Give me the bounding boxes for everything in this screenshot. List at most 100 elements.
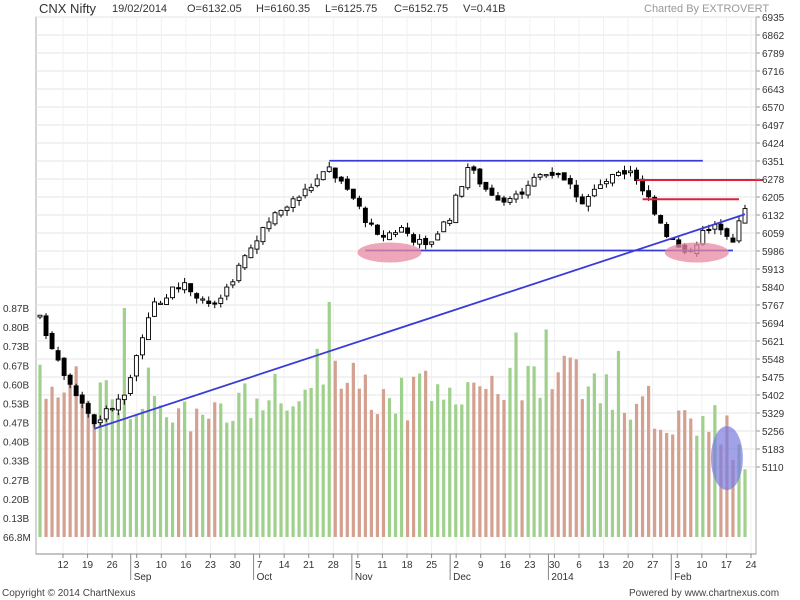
volume-bar	[170, 422, 175, 537]
day-tick-label: 2	[453, 560, 459, 571]
volume-bar	[381, 389, 386, 537]
candle-body	[362, 207, 368, 223]
candle-body	[597, 184, 603, 189]
price-tick-label: 6570	[762, 103, 785, 114]
candle-body	[573, 184, 579, 198]
volume-bar	[743, 469, 747, 537]
price-tick-label: 5402	[762, 391, 785, 402]
price-tick-label: 6643	[762, 85, 785, 96]
candle-body	[609, 174, 615, 184]
price-tick-label: 5183	[762, 445, 785, 456]
candle-body	[453, 194, 459, 224]
candle-body	[350, 188, 356, 199]
candle-body	[158, 302, 163, 305]
volume-bar	[357, 388, 361, 537]
candle-body	[127, 377, 133, 395]
day-tick-label: 5	[355, 560, 361, 571]
candle-body	[658, 215, 664, 224]
candle-body	[284, 206, 290, 212]
volume-bar	[140, 408, 145, 537]
volume-bar	[62, 392, 66, 537]
volume-bar	[189, 431, 193, 537]
volume-bar	[146, 367, 151, 537]
volume-bar	[622, 412, 627, 537]
candle-body	[585, 196, 591, 207]
volume-tick-label: 0.67B	[3, 361, 29, 372]
price-tick-label: 5621	[762, 337, 785, 348]
candle-body	[591, 188, 597, 197]
day-tick-label: 10	[156, 560, 168, 571]
month-label: 2014	[551, 572, 574, 583]
volume-tick-label: 0.53B	[3, 399, 29, 410]
candle-body	[344, 178, 350, 190]
volume-bar	[466, 382, 470, 537]
volume-bar	[502, 399, 506, 537]
candle-body	[465, 167, 471, 189]
volume-label: V=0.41B	[463, 3, 506, 15]
candle-body	[79, 394, 85, 404]
volume-bar	[430, 401, 434, 537]
volume-bar	[442, 399, 446, 537]
volume-bar	[598, 403, 602, 537]
candle-body	[519, 191, 525, 195]
volume-bar	[418, 373, 422, 537]
volume-bar	[701, 416, 705, 537]
price-highlight-ellipse	[357, 242, 422, 263]
price-tick-label: 5548	[762, 355, 785, 366]
volume-bar	[610, 409, 615, 537]
volume-bar	[532, 366, 536, 537]
candle-body	[109, 408, 115, 411]
symbol-label: CNX Nifty	[39, 1, 97, 16]
candle-body	[567, 178, 573, 185]
volume-bar	[297, 401, 301, 537]
day-tick-label: 16	[500, 560, 512, 571]
volume-bar	[689, 418, 693, 537]
candle-body	[170, 286, 176, 299]
candle-body	[356, 197, 362, 207]
day-tick-label: 17	[721, 560, 733, 571]
candle-body	[724, 228, 730, 237]
candle-body	[525, 184, 531, 196]
volume-bar	[327, 301, 331, 537]
volume-bar	[273, 373, 277, 537]
volume-tick-label: 0.40B	[3, 438, 29, 449]
copyright-label: Copyright © 2014 ChartNexus	[2, 588, 136, 599]
candle-body	[634, 169, 639, 181]
volume-bar	[86, 400, 90, 537]
volume-bar	[333, 360, 337, 537]
candle-body	[296, 196, 302, 201]
candle-body	[320, 171, 326, 181]
volume-bar	[104, 380, 108, 537]
volume-bar	[719, 444, 723, 537]
volume-bar	[291, 406, 295, 537]
volume-bar	[158, 405, 163, 537]
volume-bar	[363, 374, 367, 537]
candle-body	[272, 212, 278, 225]
candle-body	[290, 198, 296, 209]
candle-body	[368, 222, 374, 225]
candle-body	[338, 176, 344, 182]
volume-bar	[448, 387, 452, 537]
candle-body	[664, 224, 670, 237]
volume-bar	[237, 392, 241, 537]
powered-by-label: Powered by www.chartnexus.com	[629, 588, 780, 599]
volume-bar	[213, 402, 217, 537]
price-tick-label: 5256	[762, 427, 785, 438]
candle-body	[85, 403, 91, 414]
volume-bar	[526, 365, 530, 537]
month-label: Feb	[674, 572, 692, 583]
volume-bar	[80, 404, 84, 537]
volume-bar	[50, 386, 54, 537]
volume-bar	[411, 376, 416, 537]
day-tick-label: 10	[696, 560, 708, 571]
candle-body	[182, 282, 188, 291]
volume-bar	[653, 428, 657, 537]
price-highlight-ellipse	[664, 242, 729, 263]
candle-body	[381, 234, 386, 238]
annotations	[93, 159, 764, 491]
candle-body	[543, 174, 549, 177]
candle-body	[314, 178, 320, 187]
candle-body	[230, 281, 236, 286]
volume-bar	[164, 417, 169, 537]
